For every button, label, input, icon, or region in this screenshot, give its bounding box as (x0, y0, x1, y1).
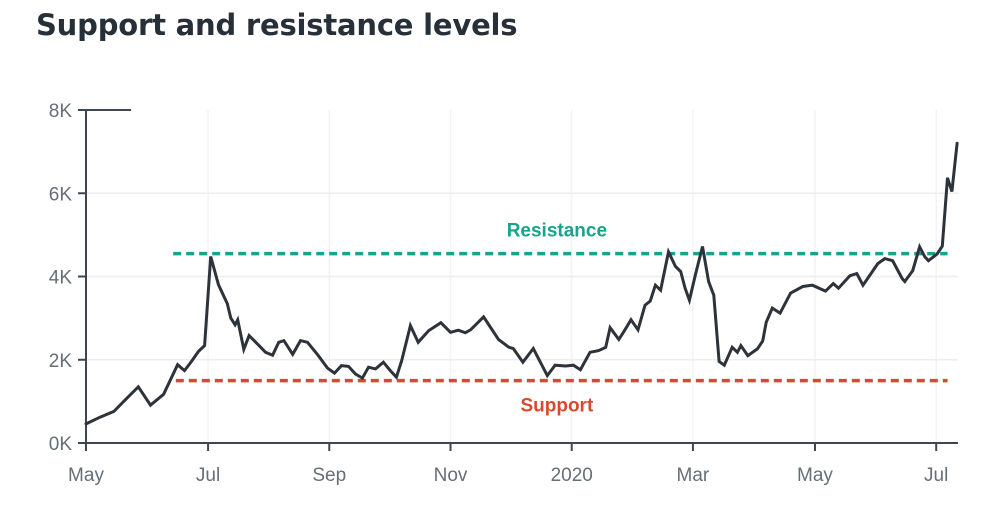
x-tick-label: Mar (677, 465, 710, 486)
y-tick-label: 0K (49, 434, 73, 455)
x-tick-label: Jul (924, 465, 948, 486)
support-label: Support (520, 396, 593, 417)
y-tick-label: 4K (49, 268, 73, 289)
x-tick-label: May (797, 465, 833, 486)
y-tick-label: 6K (49, 184, 73, 205)
resistance-label: Resistance (507, 221, 607, 242)
x-tick-label: Jul (196, 465, 220, 486)
x-tick-label: Sep (312, 465, 346, 486)
x-tick-label: May (68, 465, 104, 486)
y-tick-label: 2K (49, 351, 73, 372)
chart-title: Support and resistance levels (36, 8, 518, 42)
price-line-series (84, 141, 959, 426)
y-tick-label: 8K (49, 101, 73, 122)
x-tick-label: Nov (434, 465, 468, 486)
x-tick-label: 2020 (551, 465, 593, 486)
